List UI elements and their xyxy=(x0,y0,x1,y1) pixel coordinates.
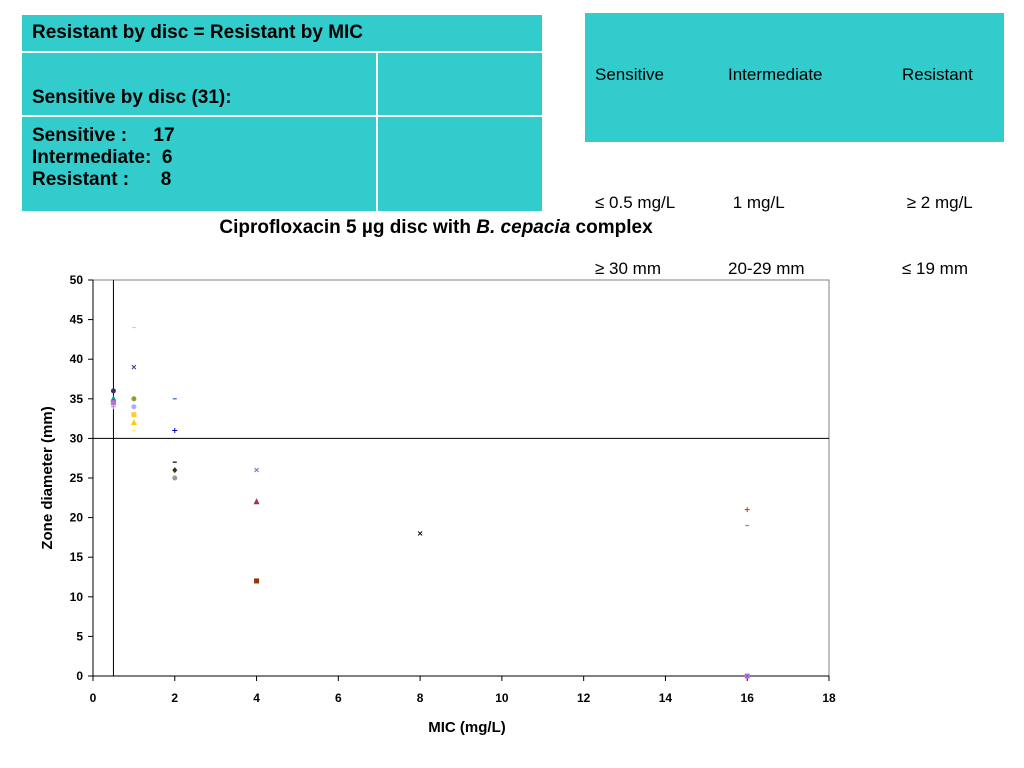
sensitive-by-disc-label: Sensitive by disc (31): xyxy=(20,51,378,117)
data-point xyxy=(110,400,116,406)
y-tick-label: 5 xyxy=(76,629,83,643)
data-point xyxy=(110,395,117,402)
y-tick-label: 0 xyxy=(76,669,83,683)
x-tick-label: 12 xyxy=(577,691,591,705)
data-point xyxy=(744,673,750,679)
data-point xyxy=(110,388,116,394)
data-point xyxy=(131,412,137,418)
y-tick-label: 40 xyxy=(70,352,84,366)
empty-cell xyxy=(376,115,544,213)
breakpoint-intermediate-zone: 20-29 mm xyxy=(728,259,805,278)
data-point xyxy=(110,404,116,410)
plot-area xyxy=(92,279,830,677)
x-tick-label: 4 xyxy=(253,691,260,705)
y-tick-label: 45 xyxy=(70,313,84,327)
x-tick-label: 16 xyxy=(741,691,755,705)
data-point xyxy=(130,419,137,426)
x-tick-label: 18 xyxy=(822,691,836,705)
data-point xyxy=(131,404,137,410)
breakpoint-resistant-zone: ≤ 19 mm xyxy=(902,259,969,278)
x-tick-label: 0 xyxy=(90,691,97,705)
breakpoints-box: Sensitive ≤ 0.5 mg/L ≥ 30 mm Intermediat… xyxy=(585,13,1004,278)
y-tick-label: 35 xyxy=(70,392,84,406)
y-tick-label: 15 xyxy=(70,550,84,564)
data-point xyxy=(254,578,260,584)
summary-header: Resistant by disc = Resistant by MIC xyxy=(20,13,544,53)
y-tick-label: 10 xyxy=(70,590,84,604)
chart-title: Ciprofloxacin 5 µg disc with B. cepacia … xyxy=(0,217,872,239)
data-point xyxy=(744,507,750,513)
x-tick-label: 2 xyxy=(171,691,178,705)
stat-sensitive: Sensitive : 17 xyxy=(32,125,175,146)
x-tick-label: 10 xyxy=(495,691,509,705)
x-tick-label: 6 xyxy=(335,691,342,705)
y-tick-label: 25 xyxy=(70,471,84,485)
breakpoint-resistant-label: Resistant xyxy=(902,65,973,84)
x-tick-label: 8 xyxy=(417,691,424,705)
summary-table: Resistant by disc = Resistant by MIC Sen… xyxy=(20,13,544,213)
stat-resistant: Resistant : 8 xyxy=(32,169,172,190)
breakpoint-sensitive-label: Sensitive xyxy=(595,65,664,84)
data-point xyxy=(131,396,137,402)
breakpoint-sensitive: Sensitive ≤ 0.5 mg/L ≥ 30 mm xyxy=(595,20,675,324)
y-tick-label: 20 xyxy=(70,511,84,525)
data-point xyxy=(254,467,259,473)
breakpoint-intermediate-label: Intermediate xyxy=(728,65,823,84)
data-point xyxy=(172,475,178,481)
data-point xyxy=(131,364,137,370)
y-axis-label: Zone diameter (mm) xyxy=(39,406,56,549)
data-point xyxy=(172,467,178,474)
chart-title-organism: B. cepacia xyxy=(476,217,571,238)
breakpoint-sensitive-zone: ≥ 30 mm xyxy=(595,259,662,278)
stat-intermediate: Intermediate: 6 xyxy=(32,147,173,168)
chart-title-prefix: Ciprofloxacin 5 µg disc with xyxy=(219,217,477,238)
chart-title-suffix: complex xyxy=(570,217,653,238)
breakpoint-resistant: Resistant ≥ 2 mg/L ≤ 19 mm xyxy=(902,20,973,324)
breakpoint-intermediate: Intermediate 1 mg/L 20-29 mm xyxy=(728,20,823,324)
stats-cell: Sensitive : 17 Intermediate: 6 Resistant… xyxy=(20,115,378,213)
breakpoint-sensitive-mic: ≤ 0.5 mg/L xyxy=(595,193,676,212)
x-axis-label: MIC (mg/L) xyxy=(428,719,505,736)
breakpoint-resistant-mic: ≥ 2 mg/L xyxy=(902,193,973,212)
y-tick-label: 30 xyxy=(70,431,84,445)
data-point xyxy=(172,427,178,433)
y-tick-label: 50 xyxy=(70,273,84,287)
data-point xyxy=(417,531,423,536)
empty-cell xyxy=(376,51,544,117)
data-point xyxy=(253,498,260,505)
x-tick-label: 14 xyxy=(659,691,673,705)
breakpoint-intermediate-mic: 1 mg/L xyxy=(728,193,785,212)
